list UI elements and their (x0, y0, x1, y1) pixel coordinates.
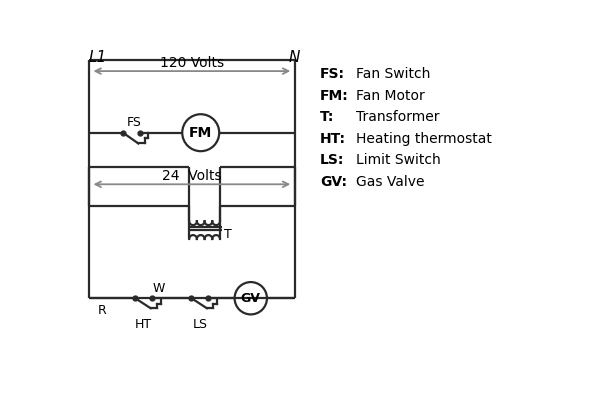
Text: Fan Motor: Fan Motor (356, 89, 425, 103)
Text: N: N (289, 50, 300, 64)
Text: HT: HT (135, 318, 152, 331)
Text: T: T (224, 228, 232, 241)
Text: FS: FS (127, 116, 142, 129)
Text: GV: GV (241, 292, 261, 305)
Text: T:: T: (320, 110, 335, 124)
Text: FM: FM (189, 126, 212, 140)
Text: FS:: FS: (320, 67, 345, 81)
Text: Fan Switch: Fan Switch (356, 67, 431, 81)
Text: FM:: FM: (320, 89, 349, 103)
Text: Limit Switch: Limit Switch (356, 154, 441, 168)
Text: LS:: LS: (320, 154, 345, 168)
Text: W: W (153, 282, 165, 295)
Text: HT:: HT: (320, 132, 346, 146)
Text: 120 Volts: 120 Volts (160, 56, 224, 70)
Text: L1: L1 (89, 50, 107, 64)
Text: GV:: GV: (320, 175, 347, 189)
Text: 24  Volts: 24 Volts (162, 169, 222, 183)
Text: Heating thermostat: Heating thermostat (356, 132, 492, 146)
Text: R: R (98, 304, 107, 318)
Text: Transformer: Transformer (356, 110, 440, 124)
Text: LS: LS (194, 318, 208, 331)
Text: Gas Valve: Gas Valve (356, 175, 425, 189)
